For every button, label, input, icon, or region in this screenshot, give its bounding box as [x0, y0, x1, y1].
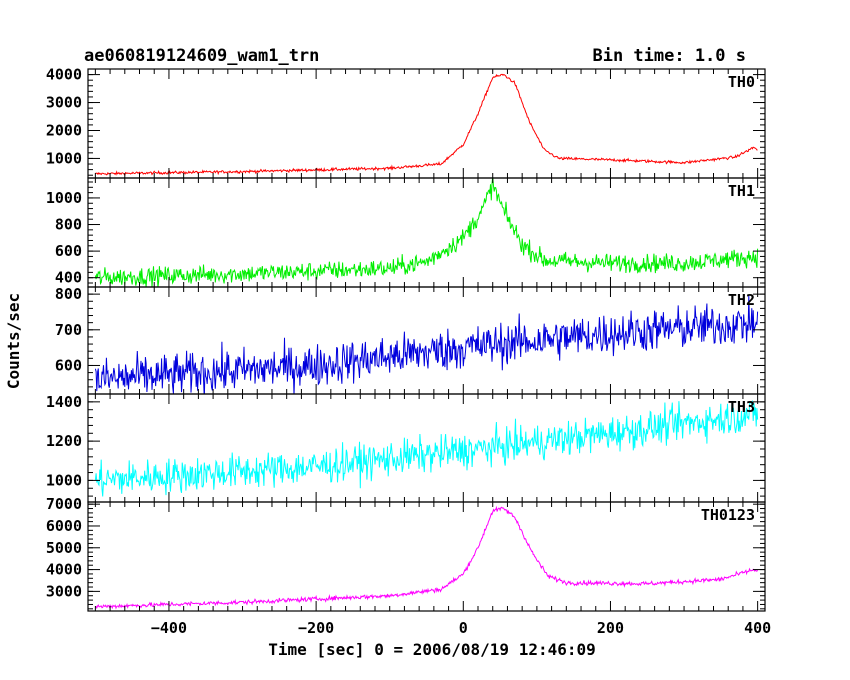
x-tick-labels: −400 −200 0 200 400 — [151, 619, 771, 637]
panel-th3: 1000 1200 1400 TH3 — [46, 393, 766, 503]
y-axis-label: Counts/sec — [4, 293, 23, 389]
series-line-th2 — [94, 295, 759, 394]
y-tick-label: 4000 — [46, 66, 82, 84]
series-line-th0123 — [95, 505, 759, 610]
y-tick-label: 1000 — [46, 149, 82, 167]
panel-frame — [87, 286, 766, 395]
panel-th2: 600 700 800 TH2 — [55, 285, 766, 395]
panel-th0: 1000 2000 3000 4000 TH0 — [46, 66, 766, 179]
chart-title: ae060819124609_wam1_trn — [84, 46, 319, 66]
y-tick-label: 1400 — [46, 393, 82, 411]
bin-time-label: Bin time: 1.0 s — [592, 46, 746, 66]
series-line-th1 — [94, 178, 759, 287]
y-tick-label: 600 — [55, 242, 82, 260]
panel-label-th1: TH1 — [728, 182, 755, 200]
x-tick-label: −200 — [298, 619, 334, 637]
panel-frame — [87, 501, 766, 612]
series-line-th3 — [94, 400, 759, 497]
y-tick-label: 800 — [55, 285, 82, 303]
y-tick-label: 700 — [55, 321, 82, 339]
y-tick-label: 1200 — [46, 432, 82, 450]
panel-frame — [87, 177, 766, 288]
y-tick-label: 3000 — [46, 582, 82, 600]
y-tick-label: 6000 — [46, 517, 82, 535]
y-tick-label: 2000 — [46, 121, 82, 139]
x-tick-label: 200 — [597, 619, 624, 637]
panel-th1: 400 600 800 1000 TH1 — [46, 177, 766, 288]
y-tick-label: 3000 — [46, 94, 82, 112]
y-tick-label: 7000 — [46, 495, 82, 513]
y-tick-label: 400 — [55, 269, 82, 287]
panel-label-th0: TH0 — [728, 73, 755, 91]
y-tick-label: 5000 — [46, 539, 82, 557]
panel-th0123: 3000 4000 5000 6000 7000 TH0123 — [46, 495, 766, 612]
panel-label-th0123: TH0123 — [701, 506, 755, 524]
x-tick-label: 0 — [459, 619, 468, 637]
y-tick-label: 4000 — [46, 561, 82, 579]
series-line-th0 — [95, 73, 758, 177]
y-tick-label: 1000 — [46, 189, 82, 207]
y-tick-label: 1000 — [46, 471, 82, 489]
x-tick-label: −400 — [151, 619, 187, 637]
y-tick-label: 600 — [55, 356, 82, 374]
panel-label-th3: TH3 — [728, 398, 755, 416]
panels-group: 1000 2000 3000 4000 TH0 400 600 800 1000 TH1 600 70… — [46, 66, 766, 612]
x-axis-label: Time [sec] 0 = 2006/08/19 12:46:09 — [268, 640, 596, 659]
y-tick-label: 800 — [55, 216, 82, 234]
x-tick-label: 400 — [744, 619, 771, 637]
panel-label-th2: TH2 — [728, 291, 755, 309]
